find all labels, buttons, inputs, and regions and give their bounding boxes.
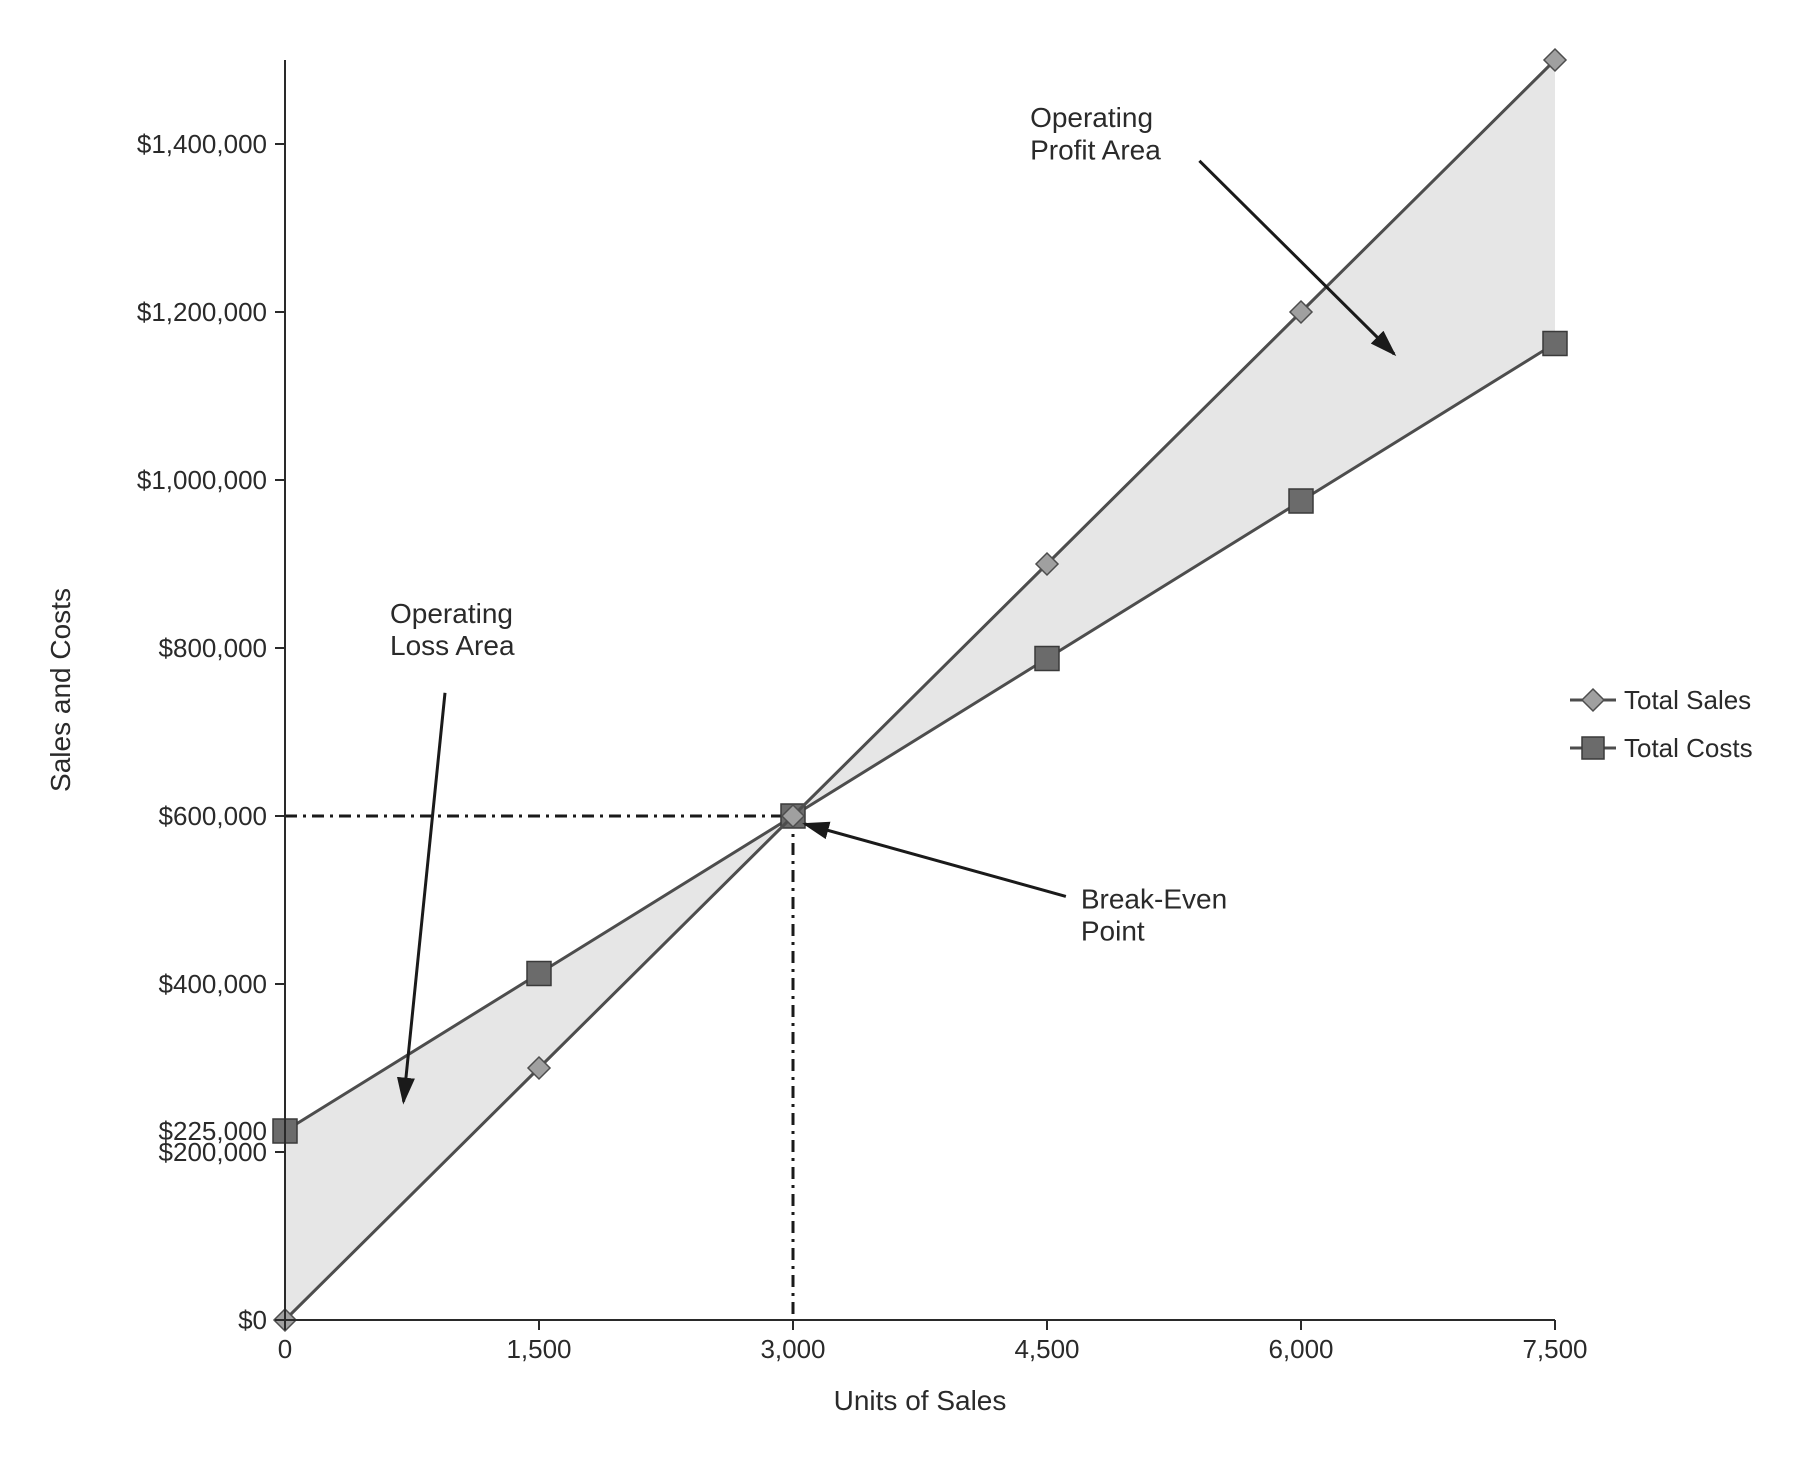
series-line-sales bbox=[285, 60, 1555, 1320]
breakeven-arrow bbox=[805, 824, 1066, 896]
legend: Total Sales Total Costs bbox=[1570, 685, 1753, 763]
legend-marker-square bbox=[1582, 737, 1604, 759]
y-tick-label: $800,000 bbox=[159, 633, 267, 663]
y-extra-annotation: $225,000 bbox=[159, 1116, 267, 1146]
x-tick-label: 1,500 bbox=[506, 1334, 571, 1364]
y-tick-label: $1,400,000 bbox=[137, 129, 267, 159]
y-tick-label: $1,000,000 bbox=[137, 465, 267, 495]
breakeven-label: Break-EvenPoint bbox=[1081, 883, 1227, 946]
marker-costs bbox=[1543, 332, 1567, 356]
x-tick-label: 4,500 bbox=[1014, 1334, 1079, 1364]
marker-costs bbox=[527, 962, 551, 986]
x-tick-label: 0 bbox=[278, 1334, 292, 1364]
x-tick-label: 6,000 bbox=[1268, 1334, 1333, 1364]
marker-costs bbox=[1035, 647, 1059, 671]
legend-label-sales: Total Sales bbox=[1624, 685, 1751, 715]
series-line-costs bbox=[285, 344, 1555, 1132]
loss-area-label: OperatingLoss Area bbox=[390, 598, 515, 661]
breakeven-chart: $0$200,000$400,000$600,000$800,000$1,000… bbox=[0, 0, 1800, 1473]
x-axis-label: Units of Sales bbox=[834, 1385, 1007, 1416]
y-axis-label: Sales and Costs bbox=[45, 588, 76, 792]
legend-marker-diamond bbox=[1582, 689, 1604, 711]
x-tick-label: 7,500 bbox=[1522, 1334, 1587, 1364]
x-tick-label: 3,000 bbox=[760, 1334, 825, 1364]
profit-area-label: OperatingProfit Area bbox=[1030, 102, 1161, 165]
legend-label-costs: Total Costs bbox=[1624, 733, 1753, 763]
y-tick-label: $400,000 bbox=[159, 969, 267, 999]
y-tick-label: $0 bbox=[238, 1305, 267, 1335]
marker-costs bbox=[1289, 489, 1313, 513]
y-tick-label: $1,200,000 bbox=[137, 297, 267, 327]
y-tick-label: $600,000 bbox=[159, 801, 267, 831]
